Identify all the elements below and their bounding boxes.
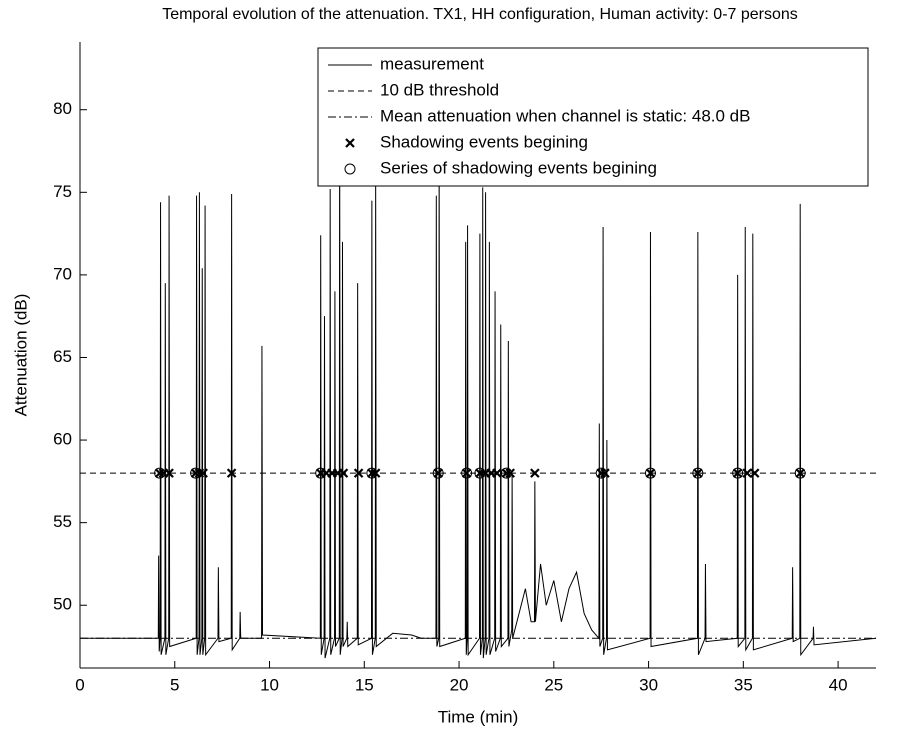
x-marker-shape	[505, 468, 515, 478]
y-tick-label: 70	[53, 264, 72, 283]
x-marker	[749, 468, 760, 478]
o-marker	[794, 467, 806, 479]
x-marker-shape	[600, 468, 610, 478]
o-marker	[366, 467, 378, 479]
y-axis-label: Attenuation (dB)	[11, 294, 30, 417]
x-marker-shape	[338, 468, 349, 478]
y-tick-label: 55	[53, 512, 72, 531]
legend-label: Shadowing events begining	[380, 132, 588, 151]
o-marker	[732, 467, 744, 479]
x-marker	[370, 468, 381, 478]
o-marker	[190, 467, 202, 479]
legend-label: measurement	[380, 54, 484, 73]
x-marker	[492, 468, 502, 478]
x-marker	[461, 468, 472, 478]
x-tick-label: 25	[544, 675, 563, 694]
x-marker-shape	[742, 468, 752, 478]
o-marker	[315, 467, 327, 479]
x-marker-shape	[370, 468, 381, 478]
x-marker	[164, 468, 174, 478]
x-tick-label: 10	[260, 675, 279, 694]
x-marker-shape	[198, 468, 208, 478]
x-tick-label: 40	[829, 675, 848, 694]
o-marker	[154, 467, 166, 479]
o-marker	[500, 467, 512, 479]
x-marker-shape	[461, 468, 472, 478]
o-marker	[692, 467, 704, 479]
x-marker-shape	[345, 138, 355, 148]
x-marker	[795, 468, 805, 478]
x-marker-shape	[353, 468, 364, 478]
x-marker	[530, 468, 540, 478]
legend-label: 10 dB threshold	[380, 80, 499, 99]
x-marker-shape	[732, 468, 743, 478]
legend-swatch	[345, 138, 355, 148]
x-marker	[645, 468, 656, 478]
x-marker	[226, 468, 237, 478]
legend-swatch	[344, 163, 356, 175]
y-tick-label: 60	[53, 430, 72, 449]
legend-label: Series of shadowing events begining	[380, 158, 657, 177]
x-marker-shape	[530, 468, 540, 478]
x-marker	[198, 468, 208, 478]
y-tick-label: 80	[53, 99, 72, 118]
x-tick-label: 0	[75, 675, 84, 694]
x-marker-shape	[749, 468, 760, 478]
y-tick-label: 50	[53, 595, 72, 614]
x-tick-label: 20	[450, 675, 469, 694]
series-line	[80, 101, 876, 659]
x-marker-shape	[795, 468, 805, 478]
legend-box	[317, 47, 869, 187]
legend-label: Mean attenuation when channel is static:…	[380, 106, 750, 125]
y-tick-label: 65	[53, 347, 72, 366]
y-tick-label: 75	[53, 182, 72, 201]
x-marker-shape	[164, 468, 174, 478]
x-marker-shape	[226, 468, 237, 478]
x-marker	[505, 468, 515, 478]
x-marker	[353, 468, 364, 478]
x-marker-shape	[492, 468, 502, 478]
x-marker	[732, 468, 743, 478]
o-marker	[474, 467, 486, 479]
x-marker	[338, 468, 349, 478]
o-marker	[644, 467, 656, 479]
x-marker	[693, 468, 703, 478]
x-marker	[433, 468, 443, 478]
x-axis-label: Time (min)	[438, 707, 519, 726]
x-tick-label: 5	[170, 675, 179, 694]
o-marker	[461, 467, 473, 479]
o-marker	[432, 467, 444, 479]
x-marker-shape	[645, 468, 656, 478]
chart-title: Temporal evolution of the attenuation. T…	[162, 6, 798, 23]
x-tick-label: 35	[734, 675, 753, 694]
o-marker	[595, 467, 607, 479]
x-marker	[742, 468, 752, 478]
x-tick-label: 15	[355, 675, 374, 694]
x-marker	[600, 468, 610, 478]
x-marker-shape	[433, 468, 443, 478]
x-tick-label: 30	[639, 675, 658, 694]
x-marker-shape	[693, 468, 703, 478]
